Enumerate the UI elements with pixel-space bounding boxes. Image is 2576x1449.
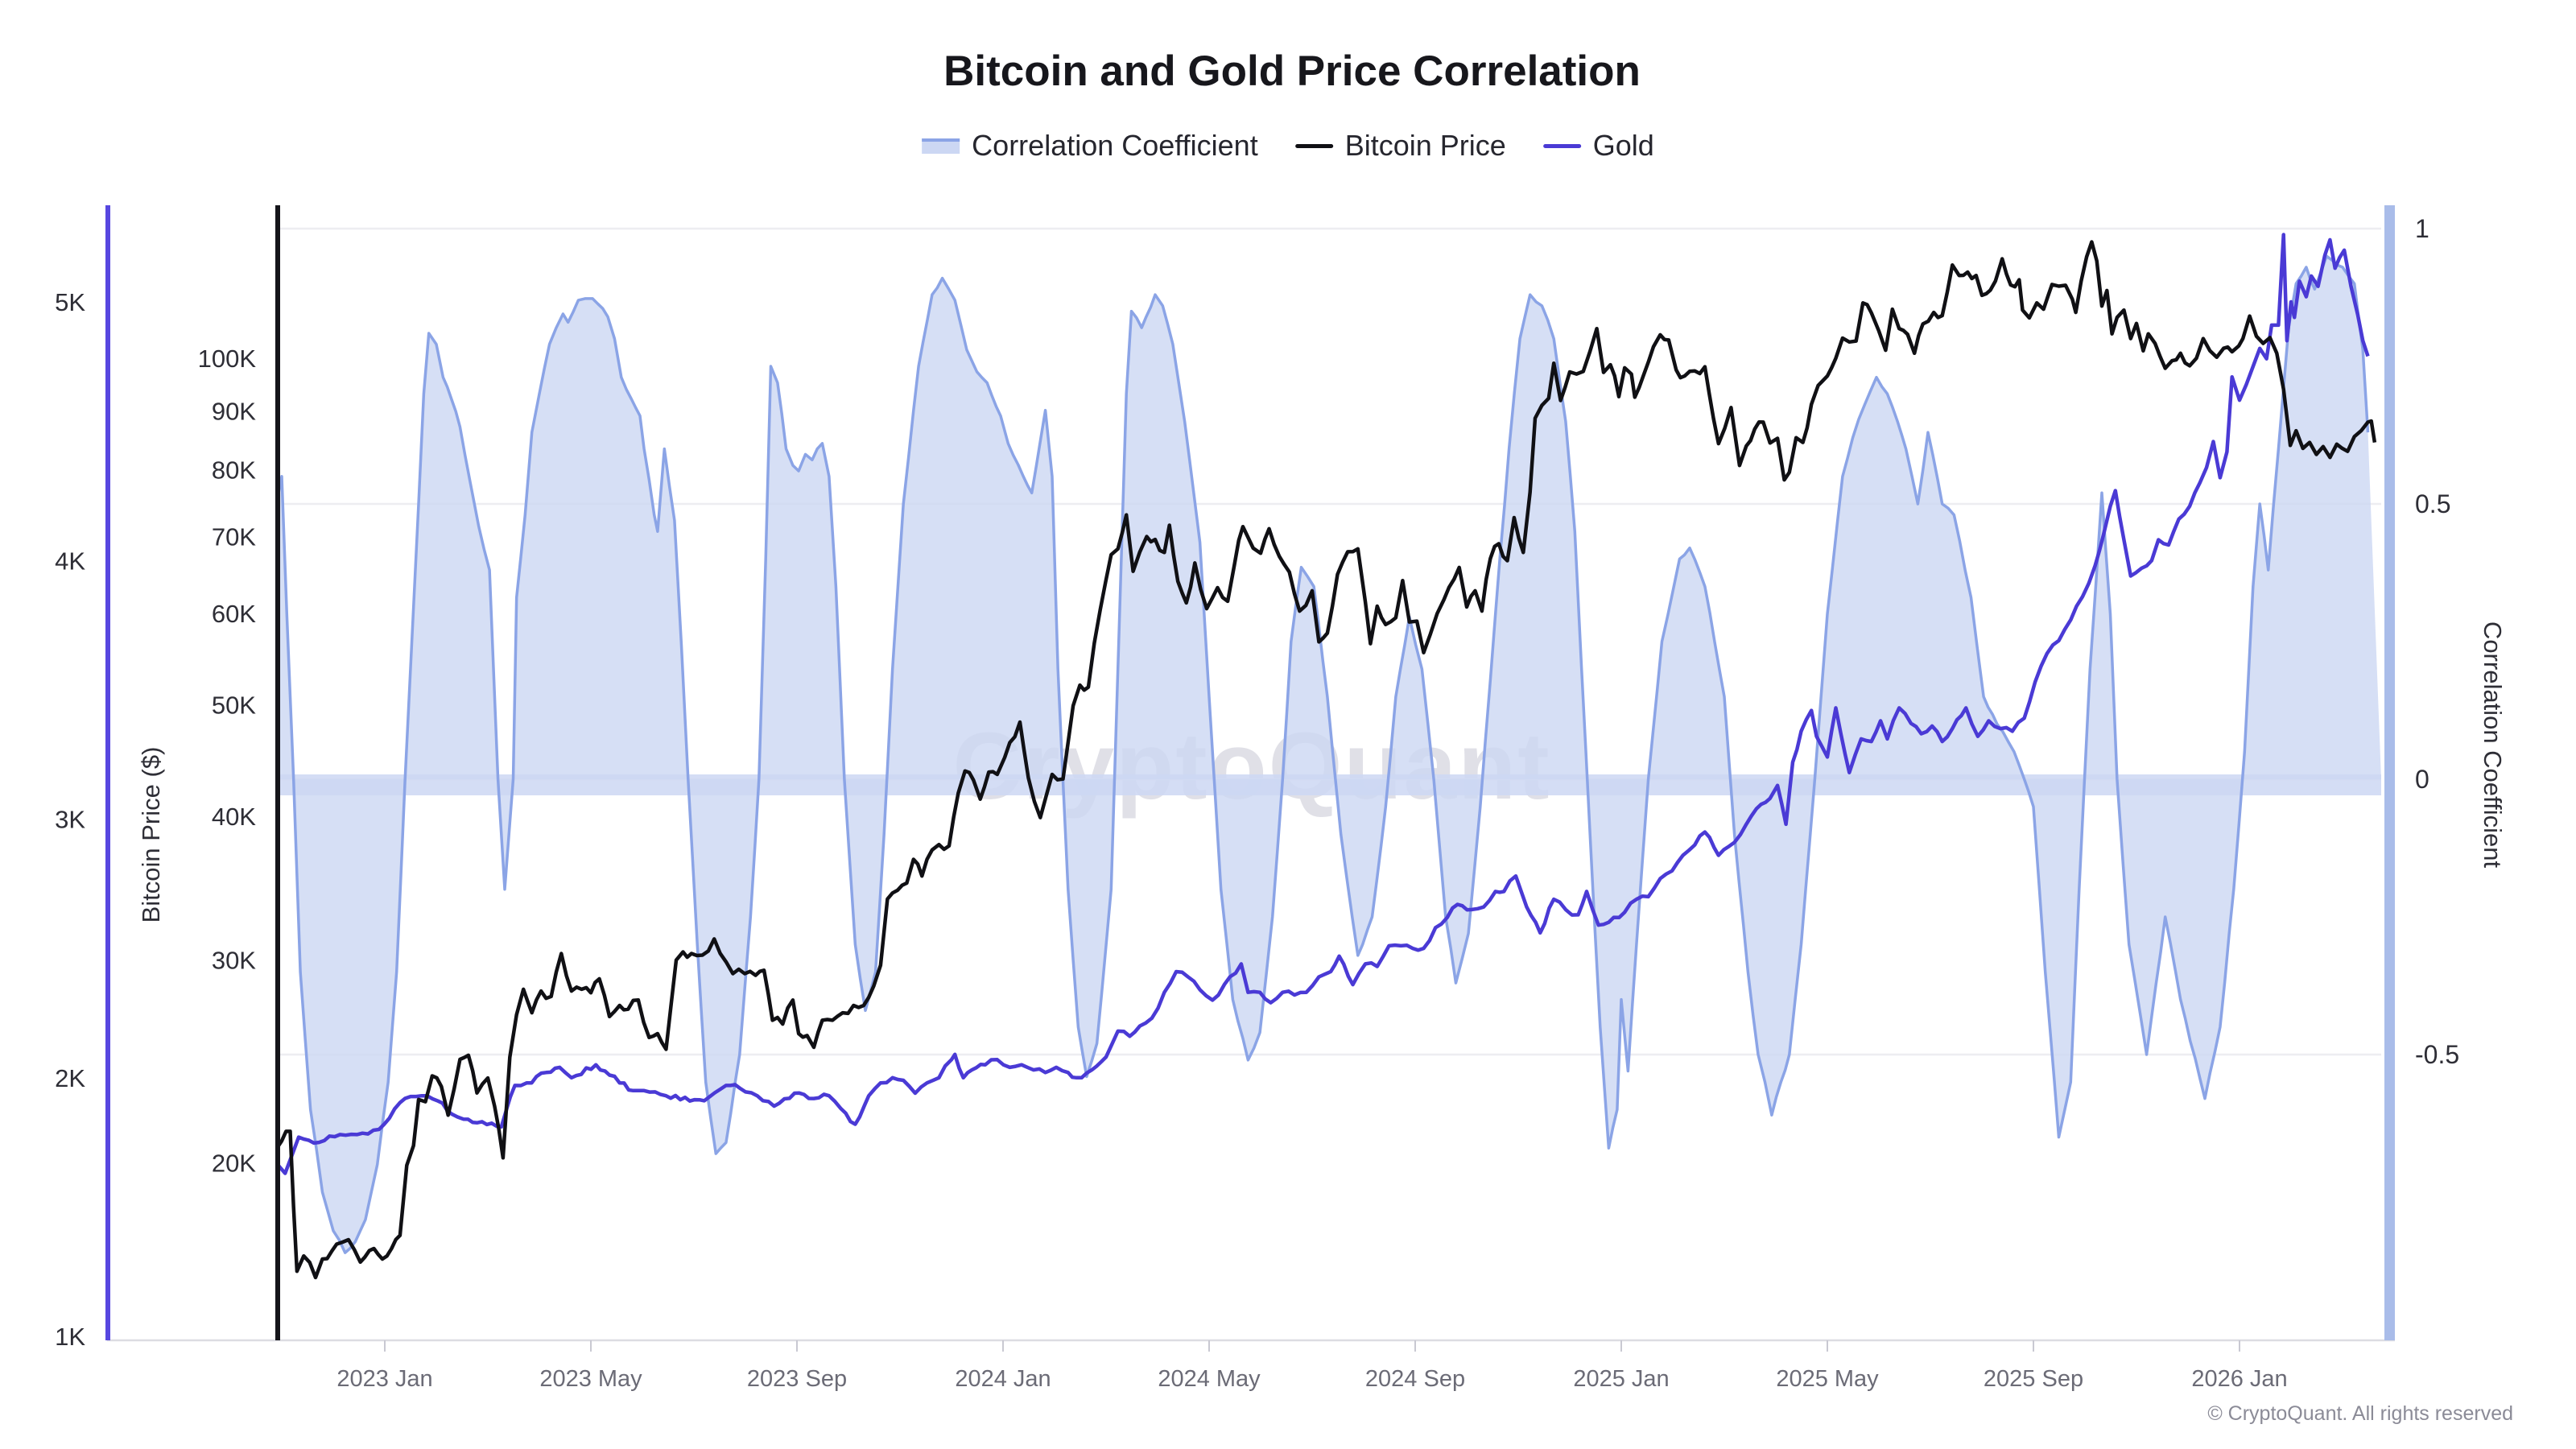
bitcoin-axis-tick-label: 60K bbox=[212, 600, 256, 628]
line-swatch-icon bbox=[1542, 143, 1581, 148]
bitcoin-axis-tick-label: 50K bbox=[212, 691, 256, 719]
bitcoin-axis-tick-label: 90K bbox=[212, 397, 256, 425]
legend-item-gold[interactable]: Gold bbox=[1542, 129, 1654, 163]
correlation-axis-tick-label: 1 bbox=[2415, 214, 2429, 243]
line-swatch-icon bbox=[1294, 143, 1333, 148]
bitcoin-axis-title: Bitcoin Price ($) bbox=[137, 746, 165, 923]
bitcoin-axis-tick-label: 20K bbox=[212, 1150, 256, 1178]
correlation-axis-band bbox=[2384, 205, 2395, 1340]
x-axis-tick-label: 2024 Jan bbox=[955, 1366, 1051, 1392]
x-axis-tick-label: 2024 Sep bbox=[1365, 1366, 1465, 1392]
gold-axis-tick-label: 4K bbox=[55, 547, 85, 575]
legend-item-correlation[interactable]: Correlation Coefficient bbox=[922, 129, 1258, 163]
x-axis-tick-label: 2026 Jan bbox=[2191, 1366, 2287, 1392]
chart-title: Bitcoin and Gold Price Correlation bbox=[943, 47, 1641, 95]
legend-label: Gold bbox=[1592, 129, 1654, 162]
area-swatch-icon bbox=[922, 138, 960, 154]
gold-axis-tick-label: 2K bbox=[55, 1064, 85, 1092]
bitcoin-axis-tick-label: 80K bbox=[212, 456, 256, 485]
correlation-axis-tick-label: 0 bbox=[2415, 765, 2429, 794]
bitcoin-axis-tick-label: 40K bbox=[212, 803, 256, 831]
gold-line bbox=[277, 233, 2370, 1175]
correlation-area bbox=[279, 256, 2381, 1253]
legend-label: Correlation Coefficient bbox=[972, 129, 1258, 162]
correlation-axis-tick-label: 0.5 bbox=[2415, 489, 2450, 518]
x-axis-tick-label: 2025 May bbox=[1776, 1366, 1879, 1392]
legend-label: Bitcoin Price bbox=[1344, 129, 1506, 162]
correlation-axis-tick-label: -0.5 bbox=[2415, 1040, 2459, 1069]
copyright-footer: © CryptoQuant. All rights reserved bbox=[2207, 1402, 2513, 1425]
gold-axis-tick-label: 3K bbox=[55, 806, 85, 834]
x-axis-tick-label: 2025 Jan bbox=[1573, 1366, 1669, 1392]
x-axis-tick-label: 2025 Sep bbox=[1984, 1366, 2083, 1392]
bitcoin-axis-tick-label: 100K bbox=[198, 345, 257, 373]
x-axis-tick-label: 2023 Jan bbox=[336, 1366, 432, 1392]
correlation-area-edge bbox=[277, 254, 2370, 1254]
bitcoin-axis-tick-label: 30K bbox=[212, 947, 256, 975]
legend: Correlation Coefficient Bitcoin Price Go… bbox=[922, 129, 1654, 163]
x-axis-tick-label: 2023 May bbox=[539, 1366, 642, 1392]
bitcoin-line bbox=[277, 240, 2377, 1280]
correlation-axis-title: Correlation Coefficient bbox=[2479, 621, 2507, 869]
x-axis-tick-label: 2024 May bbox=[1158, 1366, 1261, 1392]
gold-axis-tick-label: 1K bbox=[55, 1323, 85, 1351]
legend-item-bitcoin[interactable]: Bitcoin Price bbox=[1294, 129, 1506, 163]
bitcoin-axis-tick-label: 70K bbox=[212, 523, 256, 551]
x-axis-tick-label: 2023 Sep bbox=[747, 1366, 847, 1392]
gold-axis-tick-label: 5K bbox=[55, 288, 85, 316]
